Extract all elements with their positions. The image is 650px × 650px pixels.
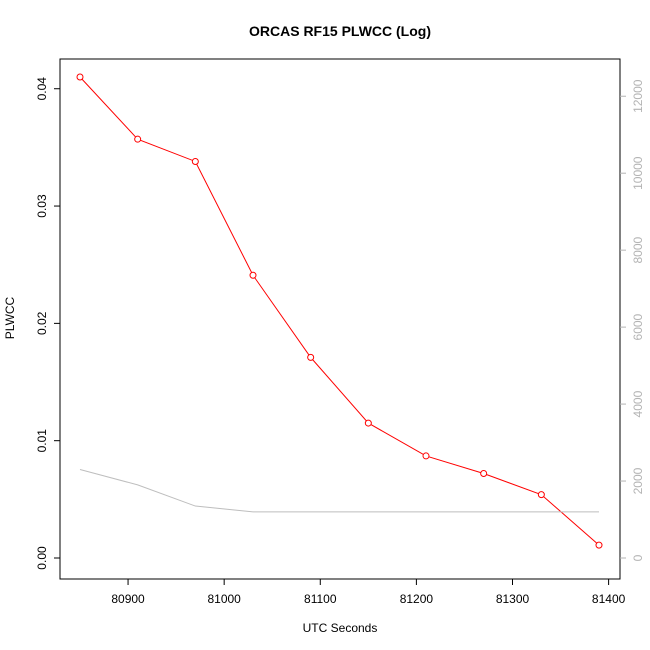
y2-tick-label: 6000 [631,313,645,340]
chart-title: ORCAS RF15 PLWCC (Log) [249,23,431,39]
x-tick-label: 81300 [496,592,530,606]
data-point [480,470,488,478]
y-axis-label: PLWCC [3,296,17,339]
data-point [76,73,84,81]
y2-tick-label: 2000 [631,467,645,494]
y2-tick-label: 4000 [631,390,645,417]
data-point [537,491,545,499]
data-point [595,541,603,549]
series-layer [76,73,603,549]
y-tick-label: 0.03 [35,194,49,218]
x-axis-label: UTC Seconds [303,621,378,635]
y-tick-label: 0.04 [35,77,49,101]
y-tick-label: 0.01 [35,429,49,453]
y-tick-label: 0.02 [35,311,49,335]
y2-tick-label: 8000 [631,236,645,263]
x-tick-label: 81000 [207,592,241,606]
y-axis-right: 0 2000 4000 6000 8000 10000 12000 [620,79,645,561]
x-axis: 80900 81000 81100 81200 81300 81400 [111,579,626,606]
x-tick-label: 80900 [111,592,145,606]
data-point [307,353,315,361]
y2-tick-label: 0 [631,554,645,561]
y-axis-left: 0.00 0.01 0.02 0.03 0.04 [35,77,60,570]
data-point [249,271,257,279]
x-tick-label: 81100 [304,592,337,606]
data-point [134,135,142,143]
x-tick-label: 81200 [400,592,434,606]
series-line-right [79,469,599,513]
series-line-left [79,76,600,546]
data-point [191,157,199,165]
data-point [422,452,430,460]
y2-tick-label: 12000 [631,79,645,113]
y-tick-label: 0.00 [35,546,49,570]
y2-tick-label: 10000 [631,156,645,190]
plot-frame [59,58,621,580]
x-tick-label: 81400 [592,592,626,606]
data-point [364,419,372,427]
